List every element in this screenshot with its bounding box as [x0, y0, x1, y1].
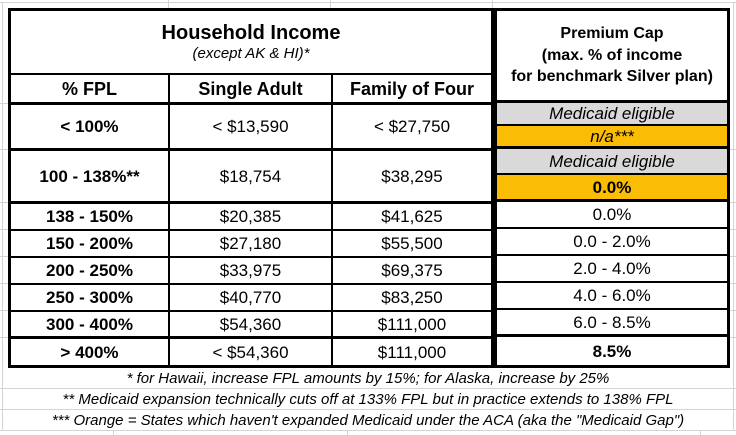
premium-cap-cell: 2.0 - 4.0% [497, 256, 727, 283]
family-of-four-cell: $83,250 [381, 288, 443, 307]
table-title: Household Income [161, 22, 341, 44]
sheet-gridline [700, 431, 701, 435]
col-header-single-adult: Single Adult [170, 75, 333, 102]
table-row: < 100% < $13,590 < $27,750 [11, 105, 491, 151]
premium-cap-cell: 8.5% [497, 337, 727, 365]
sheet-gridline [0, 229, 8, 230]
table-row: 150 - 200% $27,180 $55,500 [11, 231, 491, 258]
table-row: 200 - 250% $33,975 $69,375 [11, 258, 491, 285]
premium-cap-cell: 0.0 - 2.0% [497, 229, 727, 256]
sheet-gridline [113, 431, 114, 435]
fpl-cell: 138 - 150% [11, 204, 170, 229]
column-header-row: % FPL Single Adult Family of Four [11, 75, 491, 105]
col-header-family-of-four: Family of Four [349, 78, 474, 99]
premium-cap-cell: 4.0 - 6.0% [497, 283, 727, 310]
single-adult-cell: $20,385 [170, 204, 333, 229]
sheet-gridline [730, 202, 736, 203]
single-adult-cell: $54,360 [170, 312, 333, 336]
family-of-four-cell: $55,500 [381, 234, 443, 253]
sheet-gridline [168, 0, 169, 8]
sheet-gridline [730, 337, 736, 338]
table-row: 250 - 300% $40,770 $83,250 [11, 285, 491, 312]
fpl-cell: 250 - 300% [11, 285, 170, 310]
sheet-gridline [330, 0, 331, 8]
family-of-four-cell: $111,000 [377, 314, 447, 334]
sheet-gridline [2, 2, 3, 431]
fpl-cell: < 100% [11, 105, 170, 148]
table-row: 100 - 138%** $18,754 $38,295 [11, 151, 491, 204]
sheet-gridline [730, 149, 736, 150]
medicaid-eligible-cell: Medicaid eligible [497, 149, 727, 175]
footnote-medicaid-expansion: ** Medicaid expansion technically cuts o… [0, 389, 736, 410]
sheet-gridline [0, 310, 8, 311]
fpl-cell: > 400% [11, 339, 170, 365]
footnote-hawaii-alaska: * for Hawaii, increase FPL amounts by 15… [0, 368, 736, 389]
table-row: 138 - 150% $20,385 $41,625 [11, 204, 491, 231]
fpl-cell: 300 - 400% [11, 312, 170, 336]
medicaid-gap-cell: n/a*** [497, 126, 727, 149]
sheet-gridline [0, 2, 736, 3]
family-of-four-cell: $69,375 [381, 261, 443, 280]
premium-cap-cell: 6.0 - 8.5% [497, 310, 727, 337]
family-of-four-cell: < $27,750 [373, 117, 451, 136]
household-income-title-cell: Household Income (except AK & HI)* [11, 11, 491, 75]
table-row: 300 - 400% $54,360 $111,000 [11, 312, 491, 339]
fpl-cell: 150 - 200% [11, 231, 170, 256]
sheet-gridline [730, 310, 736, 311]
family-of-four-cell: $38,295 [381, 166, 443, 186]
single-adult-cell: < $54,360 [170, 339, 333, 365]
medicaid-eligible-cell: Medicaid eligible [497, 103, 727, 126]
fpl-premium-table: Household Income (except AK & HI)* % FPL… [8, 8, 730, 368]
single-adult-cell: $33,975 [170, 258, 333, 283]
household-income-table: Household Income (except AK & HI)* % FPL… [8, 8, 494, 368]
single-adult-cell: $27,180 [170, 231, 333, 256]
footnotes: * for Hawaii, increase FPL amounts by 15… [0, 368, 736, 431]
single-adult-cell: < $13,590 [170, 105, 333, 148]
sheet-gridline [0, 283, 8, 284]
premium-cap-cell: 0.0% [497, 202, 727, 229]
sheet-gridline [0, 256, 8, 257]
sheet-gridline [0, 337, 8, 338]
table-row: > 400% < $54,360 $111,000 [11, 339, 491, 365]
sheet-gridline [730, 229, 736, 230]
sheet-gridline [0, 149, 8, 150]
col-header-premium-cap: Premium Cap (max. % of income for benchm… [497, 11, 727, 103]
premium-cap-table: Premium Cap (max. % of income for benchm… [494, 8, 730, 368]
sheet-gridline [0, 103, 8, 104]
table-subtitle: (except AK & HI)* [192, 45, 310, 62]
family-of-four-cell: $111,000 [377, 342, 447, 362]
sheet-gridline [730, 283, 736, 284]
single-adult-cell: $40,770 [170, 285, 333, 310]
fpl-cell: 200 - 250% [11, 258, 170, 283]
footnote-medicaid-gap: *** Orange = States which haven't expand… [0, 410, 736, 431]
sheet-gridline [347, 431, 348, 435]
sheet-gridline [492, 0, 493, 8]
sheet-gridline [0, 202, 8, 203]
sheet-gridline [730, 256, 736, 257]
single-adult-cell: $18,754 [170, 151, 333, 201]
medicaid-gap-cell: 0.0% [497, 175, 727, 202]
sheet-gridline [733, 2, 734, 431]
col-header-fpl: % FPL [11, 75, 170, 102]
fpl-cell: 100 - 138%** [11, 151, 170, 201]
family-of-four-cell: $41,625 [381, 207, 443, 226]
